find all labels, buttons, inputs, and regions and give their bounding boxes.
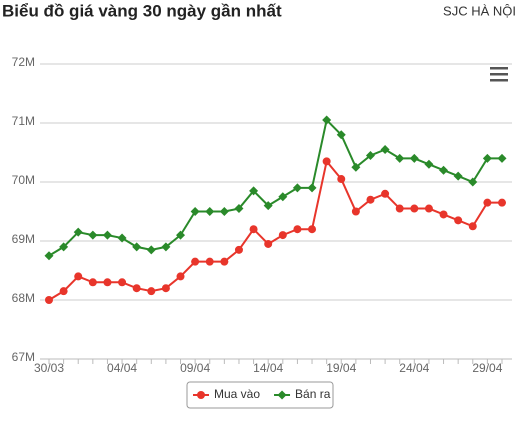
data-point [293, 225, 302, 234]
data-point [220, 257, 229, 266]
data-point [263, 201, 273, 211]
data-point [410, 204, 419, 213]
menu-bar [490, 79, 508, 82]
data-point [234, 245, 243, 254]
data-point [381, 189, 390, 198]
menu-bar [490, 73, 508, 76]
data-point [132, 242, 142, 252]
data-point [336, 130, 346, 140]
data-point [366, 195, 375, 204]
data-point [249, 225, 258, 234]
data-point [380, 145, 390, 155]
data-point [454, 216, 463, 225]
x-tick-label: 14/04 [253, 361, 283, 375]
data-point [497, 153, 507, 163]
x-tick-label: 19/04 [326, 361, 356, 375]
x-tick-label: 30/03 [34, 361, 64, 375]
data-point [234, 204, 244, 214]
y-tick-label: 67M [12, 350, 35, 364]
data-point [424, 204, 433, 213]
data-point [45, 296, 53, 304]
data-point [292, 183, 302, 193]
data-point [453, 171, 463, 181]
menu-icon[interactable] [490, 67, 508, 82]
data-point [102, 230, 112, 240]
data-point [59, 287, 68, 296]
data-point [176, 230, 186, 240]
x-tick-label: 09/04 [180, 361, 210, 375]
data-point [132, 284, 141, 293]
data-point [468, 222, 477, 231]
data-point [365, 150, 375, 160]
data-point [146, 245, 156, 255]
data-point [205, 257, 214, 266]
data-point [219, 207, 229, 216]
data-point [409, 153, 419, 163]
data-point [205, 207, 215, 216]
data-point [73, 227, 83, 237]
data-point [74, 272, 83, 281]
x-tick-label: 24/04 [399, 361, 429, 375]
data-point [322, 115, 332, 125]
x-tick-label: 04/04 [107, 361, 137, 375]
data-point [117, 233, 127, 243]
data-point [307, 183, 317, 193]
data-point [88, 278, 97, 287]
legend-marker [277, 390, 287, 400]
menu-bar [490, 67, 508, 70]
data-point [439, 210, 448, 219]
y-tick-label: 70M [12, 173, 35, 187]
legend-marker [197, 391, 205, 399]
data-point [395, 153, 405, 163]
data-point [103, 278, 112, 287]
chart-title: Biểu đồ giá vàng 30 ngày gần nhất [2, 1, 282, 20]
data-point [395, 204, 404, 213]
data-point [308, 225, 317, 234]
y-tick-label: 71M [12, 114, 35, 128]
data-point [88, 230, 98, 240]
series-line [48, 118, 502, 257]
data-point [249, 186, 259, 196]
data-point [278, 231, 287, 240]
data-point [424, 159, 434, 169]
data-point [439, 165, 449, 175]
data-point [190, 207, 200, 216]
chart-subtitle: SJC HÀ NỘI [443, 3, 516, 18]
data-point [498, 198, 506, 207]
data-point [176, 272, 185, 281]
data-point [118, 278, 127, 287]
data-point [322, 157, 331, 166]
data-point [264, 239, 273, 248]
legend-label: Mua vào [214, 387, 260, 401]
legend-label: Bán ra [295, 387, 331, 401]
data-point [161, 284, 170, 293]
data-point [59, 242, 69, 252]
data-point [191, 257, 200, 266]
data-point [147, 287, 156, 296]
data-point [351, 207, 360, 216]
data-point [337, 175, 346, 184]
y-tick-label: 68M [12, 291, 35, 305]
data-point [44, 251, 54, 261]
data-point [278, 192, 288, 202]
x-tick-label: 29/04 [472, 361, 502, 375]
y-tick-label: 72M [12, 55, 35, 69]
y-tick-label: 69M [12, 232, 35, 246]
data-point [468, 177, 478, 187]
data-point [482, 153, 492, 163]
legend-box [186, 381, 334, 409]
data-point [483, 198, 492, 207]
data-point [161, 242, 171, 252]
data-point [351, 162, 361, 172]
